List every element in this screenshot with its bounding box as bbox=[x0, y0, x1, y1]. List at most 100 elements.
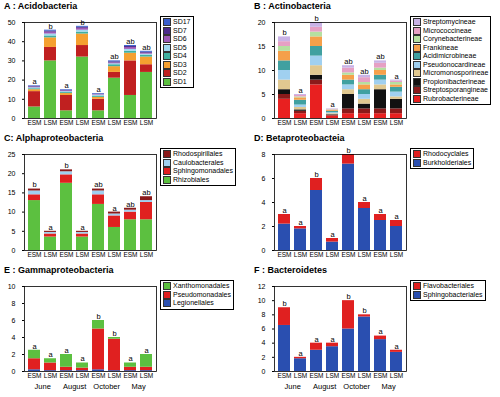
svg-text:a: a bbox=[112, 204, 117, 213]
svg-text:a: a bbox=[282, 206, 287, 215]
svg-text:a: a bbox=[378, 327, 383, 336]
svg-text:LSM: LSM bbox=[44, 251, 57, 258]
svg-text:LSM: LSM bbox=[358, 372, 371, 379]
svg-text:ab: ab bbox=[344, 57, 352, 66]
svg-text:August: August bbox=[63, 382, 87, 391]
svg-text:8: 8 bbox=[262, 151, 266, 158]
svg-text:ESM: ESM bbox=[373, 119, 387, 126]
svg-text:ESM: ESM bbox=[27, 251, 41, 258]
svg-text:5: 5 bbox=[12, 228, 16, 235]
svg-text:b: b bbox=[346, 292, 350, 301]
svg-text:a: a bbox=[80, 223, 85, 232]
svg-text:8: 8 bbox=[262, 311, 266, 318]
svg-text:LSM: LSM bbox=[108, 372, 121, 379]
svg-text:ab: ab bbox=[94, 180, 102, 189]
svg-text:LSM: LSM bbox=[76, 251, 89, 258]
svg-text:b: b bbox=[80, 18, 84, 27]
svg-text:a: a bbox=[394, 212, 399, 221]
svg-text:ESM: ESM bbox=[91, 251, 105, 258]
svg-text:25: 25 bbox=[8, 151, 16, 158]
svg-text:LSM: LSM bbox=[358, 251, 371, 258]
svg-text:b: b bbox=[282, 28, 286, 37]
svg-text:0: 0 bbox=[262, 115, 266, 122]
svg-text:a: a bbox=[64, 346, 69, 355]
svg-text:May: May bbox=[132, 382, 146, 391]
svg-text:LSM: LSM bbox=[390, 119, 403, 126]
svg-text:ab: ab bbox=[110, 52, 118, 61]
svg-text:ab: ab bbox=[126, 37, 134, 46]
svg-text:ab: ab bbox=[142, 43, 150, 52]
svg-text:ESM: ESM bbox=[341, 251, 355, 258]
svg-text:0: 0 bbox=[12, 115, 16, 122]
svg-text:ESM: ESM bbox=[27, 119, 41, 126]
svg-text:2: 2 bbox=[262, 223, 266, 230]
svg-text:6: 6 bbox=[262, 325, 266, 332]
svg-text:50: 50 bbox=[8, 19, 16, 26]
svg-text:6: 6 bbox=[12, 317, 16, 324]
svg-text:ESM: ESM bbox=[59, 372, 73, 379]
svg-text:10: 10 bbox=[258, 67, 266, 74]
svg-text:a: a bbox=[144, 346, 149, 355]
svg-text:b: b bbox=[346, 146, 350, 155]
svg-text:LSM: LSM bbox=[326, 372, 339, 379]
svg-text:a: a bbox=[48, 350, 53, 359]
svg-text:October: October bbox=[93, 382, 120, 391]
svg-text:30: 30 bbox=[8, 57, 16, 64]
svg-text:LSM: LSM bbox=[44, 372, 57, 379]
svg-text:ESM: ESM bbox=[123, 372, 137, 379]
svg-text:ESM: ESM bbox=[277, 372, 291, 379]
svg-text:LSM: LSM bbox=[294, 119, 307, 126]
svg-text:b: b bbox=[314, 14, 318, 23]
svg-text:a: a bbox=[298, 218, 303, 227]
svg-text:June: June bbox=[35, 382, 51, 391]
svg-text:LSM: LSM bbox=[140, 119, 153, 126]
svg-text:a: a bbox=[298, 86, 303, 95]
svg-text:20: 20 bbox=[8, 76, 16, 83]
svg-text:a: a bbox=[362, 194, 367, 203]
svg-text:ESM: ESM bbox=[123, 251, 137, 258]
svg-text:ab: ab bbox=[360, 67, 368, 76]
svg-text:LSM: LSM bbox=[294, 372, 307, 379]
svg-text:LSM: LSM bbox=[390, 372, 403, 379]
svg-text:ESM: ESM bbox=[27, 372, 41, 379]
svg-text:a: a bbox=[330, 230, 335, 239]
svg-text:10: 10 bbox=[8, 96, 16, 103]
svg-text:b: b bbox=[282, 299, 286, 308]
svg-text:ESM: ESM bbox=[309, 372, 323, 379]
svg-text:ab: ab bbox=[142, 188, 150, 197]
svg-text:a: a bbox=[394, 72, 399, 81]
svg-text:LSM: LSM bbox=[326, 119, 339, 126]
svg-text:October: October bbox=[343, 382, 370, 391]
svg-text:a: a bbox=[394, 342, 399, 351]
svg-text:8: 8 bbox=[12, 300, 16, 307]
svg-text:ESM: ESM bbox=[341, 372, 355, 379]
svg-text:LSM: LSM bbox=[358, 119, 371, 126]
svg-text:LSM: LSM bbox=[76, 119, 89, 126]
svg-text:b: b bbox=[112, 329, 116, 338]
svg-text:0: 0 bbox=[262, 368, 266, 375]
svg-text:4: 4 bbox=[262, 199, 266, 206]
svg-text:6: 6 bbox=[262, 175, 266, 182]
svg-text:a: a bbox=[32, 77, 37, 86]
svg-text:June: June bbox=[285, 382, 301, 391]
svg-text:LSM: LSM bbox=[390, 251, 403, 258]
svg-text:ESM: ESM bbox=[91, 119, 105, 126]
svg-text:a: a bbox=[298, 349, 303, 358]
svg-text:ab: ab bbox=[126, 200, 134, 209]
svg-text:0: 0 bbox=[262, 247, 266, 254]
svg-text:ab: ab bbox=[376, 52, 384, 61]
svg-text:a: a bbox=[378, 206, 383, 215]
svg-text:ESM: ESM bbox=[373, 251, 387, 258]
svg-text:ESM: ESM bbox=[59, 251, 73, 258]
svg-text:a: a bbox=[64, 81, 69, 90]
svg-text:a: a bbox=[80, 354, 85, 363]
svg-text:ESM: ESM bbox=[277, 251, 291, 258]
svg-text:LSM: LSM bbox=[140, 372, 153, 379]
svg-text:2: 2 bbox=[12, 351, 16, 358]
svg-text:a: a bbox=[96, 85, 101, 94]
svg-text:ESM: ESM bbox=[123, 119, 137, 126]
svg-text:LSM: LSM bbox=[108, 251, 121, 258]
svg-text:LSM: LSM bbox=[76, 372, 89, 379]
svg-text:ESM: ESM bbox=[309, 251, 323, 258]
svg-text:15: 15 bbox=[258, 43, 266, 50]
